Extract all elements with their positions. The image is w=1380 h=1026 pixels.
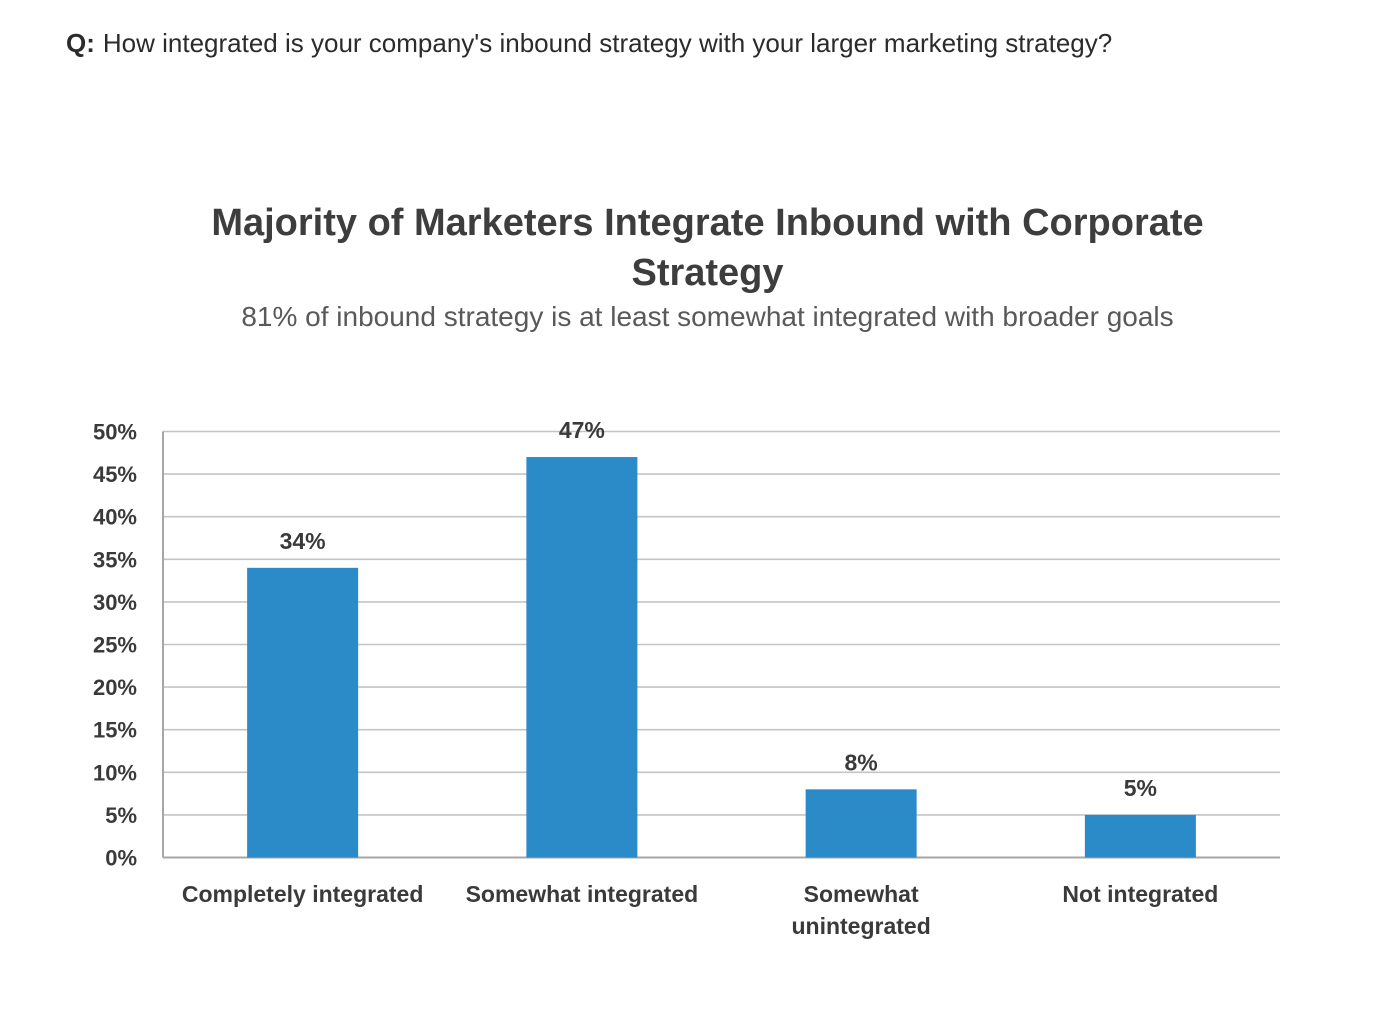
x-category-label: Somewhat unintegrated xyxy=(791,881,930,939)
data-labels: 34% 47% 8% 5% xyxy=(280,417,1157,801)
x-category-label-line: Not integrated xyxy=(1062,881,1218,907)
question-prefix: Q: xyxy=(66,28,95,58)
bar-value-label: 5% xyxy=(1124,775,1157,801)
x-category-label: Not integrated xyxy=(1062,881,1218,907)
y-tick-label: 15% xyxy=(93,718,137,743)
question: Q: How integrated is your company's inbou… xyxy=(66,28,1112,59)
y-tick-label: 35% xyxy=(93,547,137,572)
bar xyxy=(805,789,917,858)
bar-value-label: 34% xyxy=(280,528,326,554)
y-tick-label: 10% xyxy=(93,760,137,785)
question-text: How integrated is your company's inbound… xyxy=(102,28,1113,58)
y-tick-label: 40% xyxy=(93,505,137,530)
chart-subtitle: 81% of inbound strategy is at least some… xyxy=(241,301,1174,332)
y-tick-label: 0% xyxy=(105,846,137,871)
bar xyxy=(1084,814,1196,858)
x-axis-labels: Completely integrated Somewhat integrated… xyxy=(182,881,1218,939)
x-category-label: Completely integrated xyxy=(182,881,424,907)
y-tick-label: 20% xyxy=(93,675,137,700)
bar-value-label: 47% xyxy=(559,417,605,443)
y-tick-label: 25% xyxy=(93,633,137,658)
y-tick-label: 45% xyxy=(93,462,137,487)
x-category-label-line: Somewhat integrated xyxy=(466,881,699,907)
y-axis-ticks: 0% 5% 10% 15% 20% 25% 30% 35% 40% 45% 50% xyxy=(93,420,137,871)
x-category-label: Somewhat integrated xyxy=(466,881,699,907)
x-category-label-line: Somewhat xyxy=(804,881,919,907)
bars xyxy=(247,457,1196,858)
y-tick-label: 50% xyxy=(93,420,137,445)
bar xyxy=(526,457,638,858)
chart-title: Majority of Marketers Integrate Inbound … xyxy=(211,202,1204,294)
y-tick-label: 5% xyxy=(105,803,137,828)
x-category-label-line: Completely integrated xyxy=(182,881,424,907)
x-category-label-line: unintegrated xyxy=(791,913,930,939)
bar xyxy=(247,567,359,858)
bar-value-label: 8% xyxy=(845,749,878,775)
y-tick-label: 30% xyxy=(93,590,137,615)
